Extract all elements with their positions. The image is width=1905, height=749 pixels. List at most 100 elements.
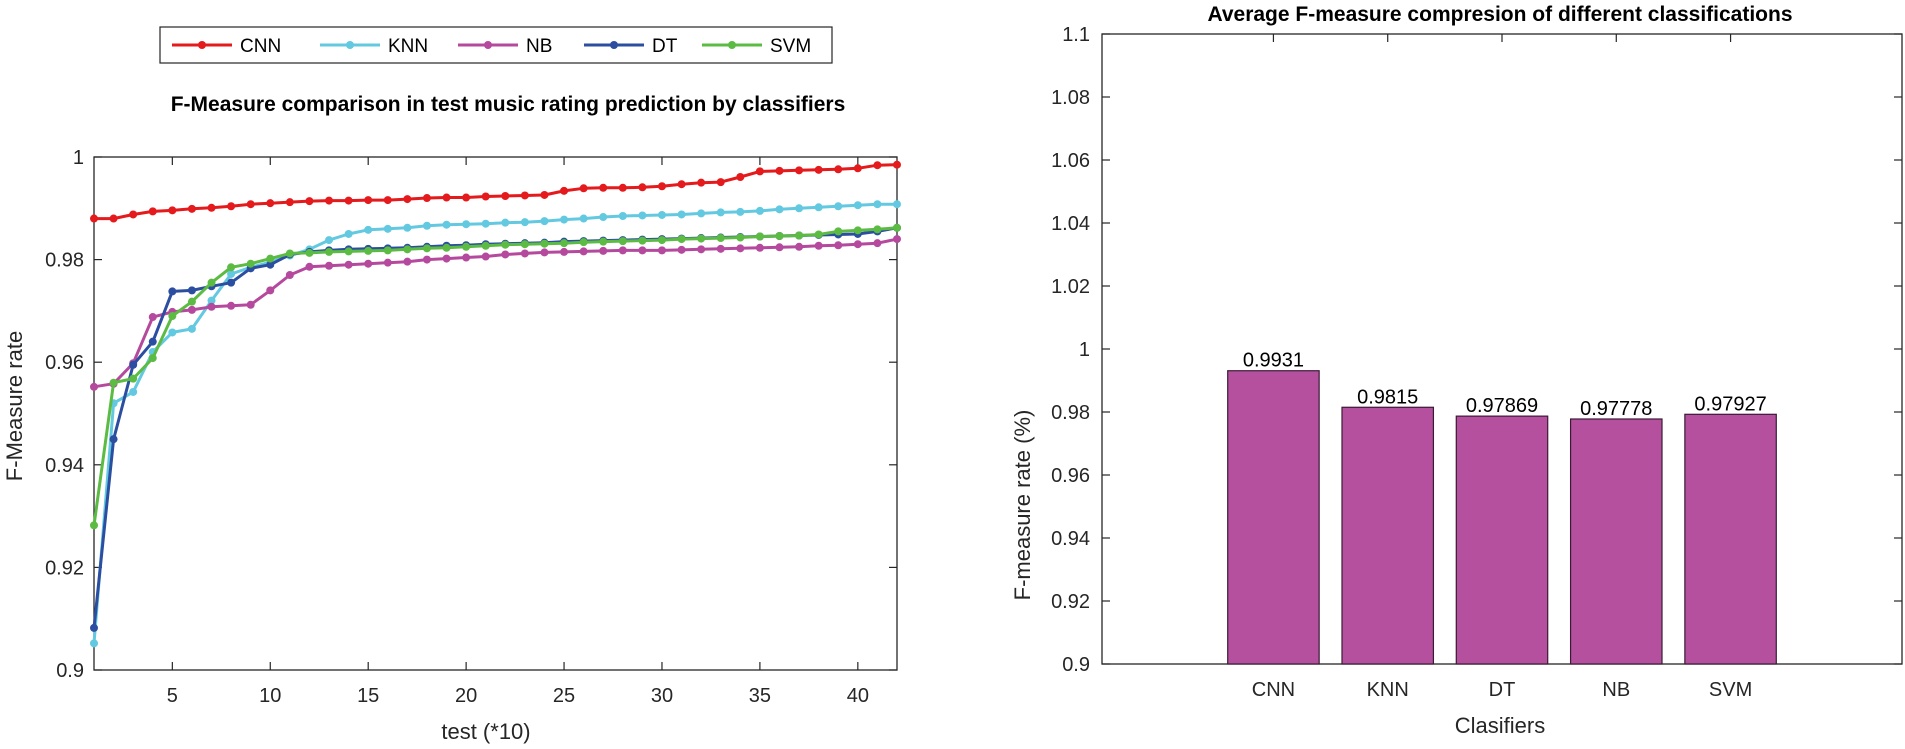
data-point: [364, 246, 373, 255]
data-point: [129, 210, 138, 219]
data-point: [501, 240, 510, 249]
data-point: [90, 214, 98, 223]
data-point: [325, 196, 334, 205]
data-point: [834, 165, 843, 174]
data-point: [285, 270, 294, 279]
data-point: [579, 238, 588, 247]
data-point: [129, 374, 138, 383]
data-point: [618, 246, 627, 255]
data-point: [716, 234, 725, 243]
y-tick-label: 1.06: [1051, 150, 1090, 172]
bar-data-label: 0.97869: [1466, 395, 1538, 417]
y-tick-label: 1.1: [1062, 24, 1090, 46]
data-point: [501, 218, 510, 227]
y-tick-label: 0.9: [1062, 654, 1090, 676]
bar-chart-bars: 0.9931 0.9815 0.97869 0.97778 0.97927: [1227, 350, 1777, 665]
legend-marker-nb: [484, 41, 492, 49]
x-tick-label: 35: [749, 685, 771, 707]
data-point: [560, 186, 569, 195]
data-point: [364, 259, 373, 268]
data-point: [207, 203, 216, 212]
legend-label-svm: SVM: [770, 36, 811, 57]
data-point: [834, 202, 843, 211]
data-point: [227, 202, 236, 211]
data-point: [716, 208, 725, 217]
y-tick-label: 1.08: [1051, 87, 1090, 109]
line-chart-ylabel: F-Measure rate: [2, 331, 27, 481]
data-point: [540, 217, 549, 226]
bar-svm: [1684, 413, 1777, 665]
data-point: [638, 246, 647, 255]
data-point: [736, 173, 745, 182]
data-point: [873, 200, 882, 209]
data-point: [403, 195, 412, 204]
data-point: [893, 200, 901, 209]
data-point: [344, 247, 353, 256]
data-point: [560, 247, 569, 256]
data-point: [344, 260, 353, 269]
data-point: [462, 253, 471, 262]
data-point: [579, 184, 588, 193]
y-tick-label: 1: [1079, 339, 1090, 361]
x-tick-label: CNN: [1252, 679, 1295, 701]
line-chart-xlabel: test (*10): [441, 719, 530, 744]
data-point: [422, 255, 431, 264]
data-point: [325, 261, 334, 270]
data-point: [266, 260, 275, 269]
bar-data-label: 0.97778: [1580, 398, 1652, 420]
data-point: [168, 312, 177, 321]
data-point: [540, 190, 549, 199]
data-point: [697, 245, 706, 254]
data-point: [677, 245, 686, 254]
x-tick-label: 15: [357, 685, 379, 707]
y-tick-label: 0.92: [45, 557, 84, 579]
bar-chart-xlabel: Clasifiers: [1455, 713, 1545, 738]
data-point: [403, 245, 412, 254]
y-tick-label: 1: [73, 147, 84, 169]
data-point: [618, 211, 627, 220]
data-point: [893, 160, 901, 169]
data-point: [207, 278, 216, 287]
data-point: [266, 286, 275, 295]
data-point: [677, 235, 686, 244]
data-point: [638, 236, 647, 245]
y-tick-label: 0.98: [45, 250, 84, 272]
data-point: [383, 258, 392, 267]
data-point: [873, 225, 882, 234]
data-point: [775, 232, 784, 241]
y-tick-label: 1.02: [1051, 276, 1090, 298]
x-tick-label: 30: [651, 685, 673, 707]
data-point: [364, 225, 373, 234]
data-point: [383, 246, 392, 255]
data-point: [462, 193, 471, 202]
bar-chart: Average F-measure compresion of differen…: [1010, 3, 1903, 738]
data-point: [893, 235, 901, 244]
data-point: [618, 237, 627, 246]
data-point: [90, 639, 98, 648]
data-point: [853, 240, 862, 249]
bar-nb: [1569, 418, 1663, 665]
data-point: [403, 223, 412, 232]
data-point: [795, 242, 804, 251]
data-point: [168, 206, 177, 215]
data-point: [227, 278, 236, 287]
data-point: [599, 246, 608, 255]
data-point: [266, 254, 275, 263]
legend-marker-svm: [728, 41, 736, 49]
data-point: [579, 247, 588, 256]
x-tick-label: DT: [1489, 679, 1516, 701]
data-point: [462, 220, 471, 229]
data-point: [775, 243, 784, 252]
x-tick-label: SVM: [1709, 679, 1752, 701]
data-point: [207, 302, 216, 311]
data-point: [148, 313, 157, 322]
data-point: [599, 183, 608, 192]
bar-cnn: [1227, 370, 1320, 665]
data-point: [657, 236, 666, 245]
data-point: [677, 210, 686, 219]
data-point: [129, 387, 138, 396]
data-point: [560, 215, 569, 224]
y-tick-label: 0.94: [1051, 528, 1090, 550]
legend-marker-cnn: [198, 41, 206, 49]
data-point: [775, 205, 784, 214]
